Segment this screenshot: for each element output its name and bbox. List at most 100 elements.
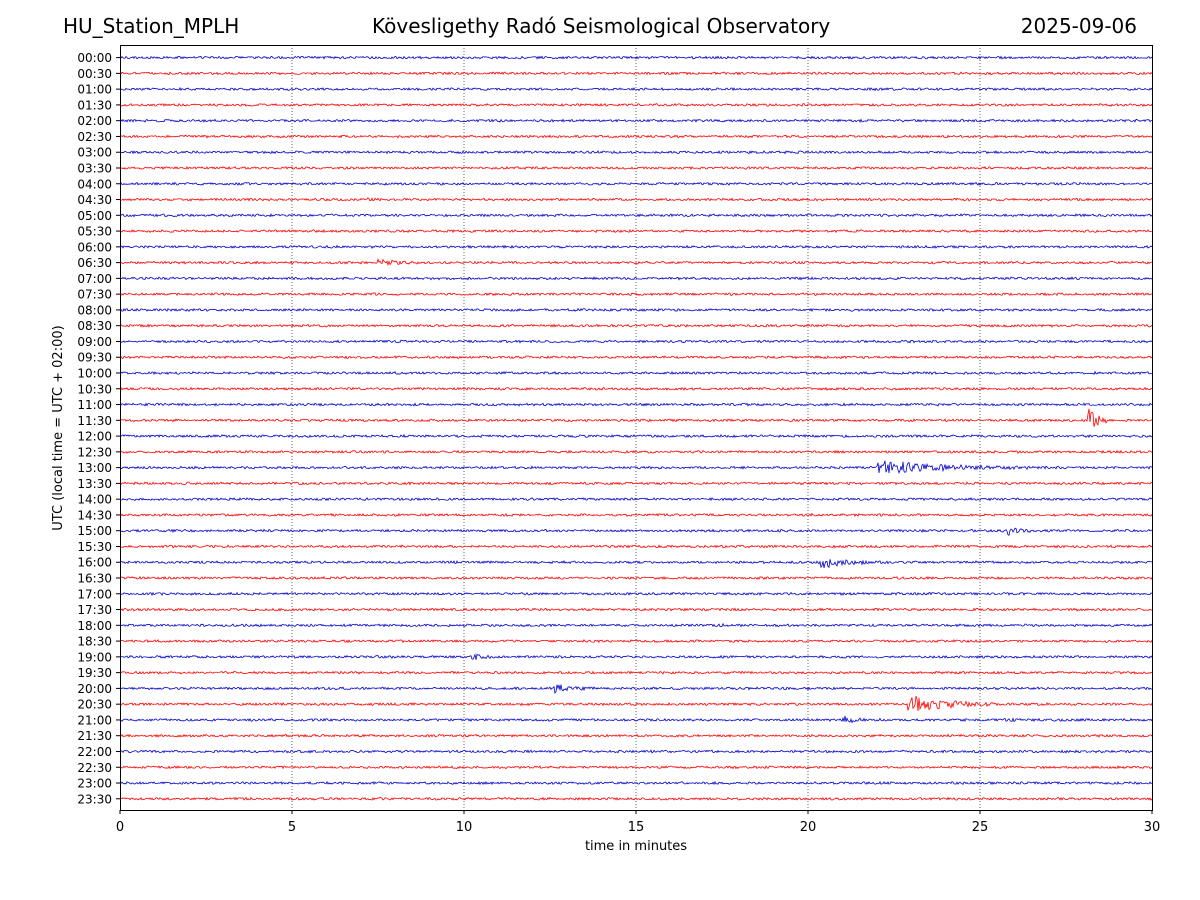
trace-line [119, 575, 1153, 581]
trace-line [119, 715, 1153, 724]
y-tick-label: 10:30 [77, 382, 112, 396]
y-tick-label: 19:30 [77, 666, 112, 680]
trace-line [119, 527, 1153, 536]
y-tick-label: 14:00 [77, 493, 112, 507]
trace-line [119, 591, 1153, 597]
trace-line [119, 244, 1153, 249]
trace-line [119, 684, 1153, 695]
trace-line [119, 71, 1153, 76]
trace-line [119, 695, 1153, 712]
trace-line [119, 339, 1153, 344]
trace-line [119, 408, 1153, 427]
trace-line [119, 118, 1153, 123]
x-tick-label: 20 [800, 820, 817, 835]
trace-line [119, 481, 1153, 486]
trace-line [119, 134, 1153, 139]
y-tick-label: 11:30 [77, 414, 112, 428]
y-tick-label: 09:30 [77, 351, 112, 365]
trace-line [119, 150, 1153, 155]
y-tick-label: 00:00 [77, 51, 112, 65]
y-tick-label: 23:00 [77, 777, 112, 791]
y-tick-label: 23:30 [77, 792, 112, 806]
trace-line [119, 765, 1153, 770]
y-tick-label: 08:30 [77, 319, 112, 333]
y-tick-label: 03:30 [77, 161, 112, 175]
plot-frame [120, 45, 1153, 811]
y-tick-label: 21:00 [77, 713, 112, 727]
trace-line [119, 213, 1153, 218]
x-tick-label: 15 [628, 820, 645, 835]
y-tick-label: 16:30 [77, 572, 112, 586]
y-tick-label: 03:00 [77, 146, 112, 160]
trace-line [119, 796, 1153, 801]
trace-line [119, 497, 1153, 502]
y-tick-label: 21:30 [77, 729, 112, 743]
y-tick-label: 22:00 [77, 745, 112, 759]
y-tick-label: 20:30 [77, 698, 112, 712]
trace-line [119, 544, 1153, 549]
x-axis-label: time in minutes [585, 839, 687, 854]
y-tick-label: 17:00 [77, 587, 112, 601]
y-tick-label: 12:00 [77, 430, 112, 444]
trace-line [119, 780, 1153, 786]
trace-line [119, 355, 1153, 360]
y-tick-label: 07:00 [77, 272, 112, 286]
observatory-title: Kövesligethy Radó Seismological Observat… [372, 14, 831, 38]
x-tick-label: 30 [1144, 820, 1161, 835]
trace-line [119, 559, 1153, 569]
trace-line [119, 307, 1153, 312]
trace-line [119, 638, 1153, 644]
trace-line [119, 449, 1153, 454]
trace-line [119, 512, 1153, 518]
y-tick-label: 01:00 [77, 83, 112, 97]
trace-line [119, 670, 1153, 675]
trace-line [119, 370, 1153, 376]
record-date: 2025-09-06 [1020, 14, 1137, 38]
y-tick-label: 05:30 [77, 225, 112, 239]
trace-line [119, 433, 1153, 439]
y-tick-label: 10:00 [77, 367, 112, 381]
x-tick-label: 25 [972, 820, 989, 835]
trace-line [119, 323, 1153, 328]
y-tick-label: 00:30 [77, 67, 112, 81]
y-tick-label: 06:00 [77, 240, 112, 254]
trace-line [119, 622, 1153, 628]
y-tick-label: 22:30 [77, 761, 112, 775]
trace-line [119, 196, 1153, 202]
trace-line [119, 276, 1153, 281]
trace-line [119, 228, 1153, 234]
y-tick-label: 12:30 [77, 445, 112, 459]
x-axis: 0 5 10 15 20 25 30 [116, 810, 1160, 835]
y-tick-label: 06:30 [77, 256, 112, 270]
y-tick-label: 18:30 [77, 635, 112, 649]
trace-line [119, 607, 1153, 612]
y-tick-label: 15:00 [77, 524, 112, 538]
x-tick-label: 0 [116, 820, 124, 835]
y-tick-label: 02:00 [77, 114, 112, 128]
trace-line [119, 165, 1153, 171]
trace-line [119, 86, 1153, 92]
trace-line [119, 181, 1153, 186]
y-tick-label: 19:00 [77, 650, 112, 664]
trace-line [119, 460, 1153, 474]
y-tick-label: 13:30 [77, 477, 112, 491]
y-tick-label: 13:00 [77, 461, 112, 475]
trace-line [119, 402, 1153, 407]
y-tick-label: 02:30 [77, 130, 112, 144]
y-tick-label: 04:00 [77, 177, 112, 191]
grid-lines [291, 45, 981, 810]
y-tick-label: 07:30 [77, 288, 112, 302]
y-tick-label: 18:00 [77, 619, 112, 633]
y-tick-label: 17:30 [77, 603, 112, 617]
trace-line [119, 733, 1153, 738]
y-tick-label: 16:00 [77, 556, 112, 570]
trace-line [119, 749, 1153, 754]
station-name: HU_Station_MPLH [63, 14, 240, 38]
x-tick-label: 5 [288, 820, 296, 835]
trace-line [119, 258, 1153, 267]
y-tick-label: 09:00 [77, 335, 112, 349]
y-tick-label: 05:00 [77, 209, 112, 223]
